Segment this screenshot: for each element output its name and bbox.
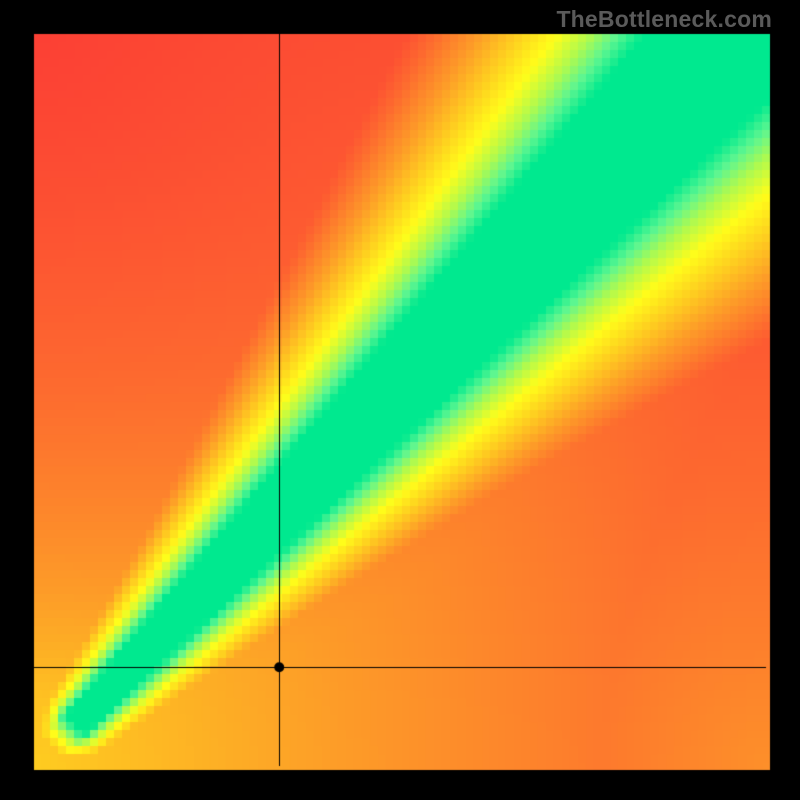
chart-container: TheBottleneck.com [0, 0, 800, 800]
watermark-text: TheBottleneck.com [556, 6, 772, 33]
heatmap-canvas [0, 0, 800, 800]
